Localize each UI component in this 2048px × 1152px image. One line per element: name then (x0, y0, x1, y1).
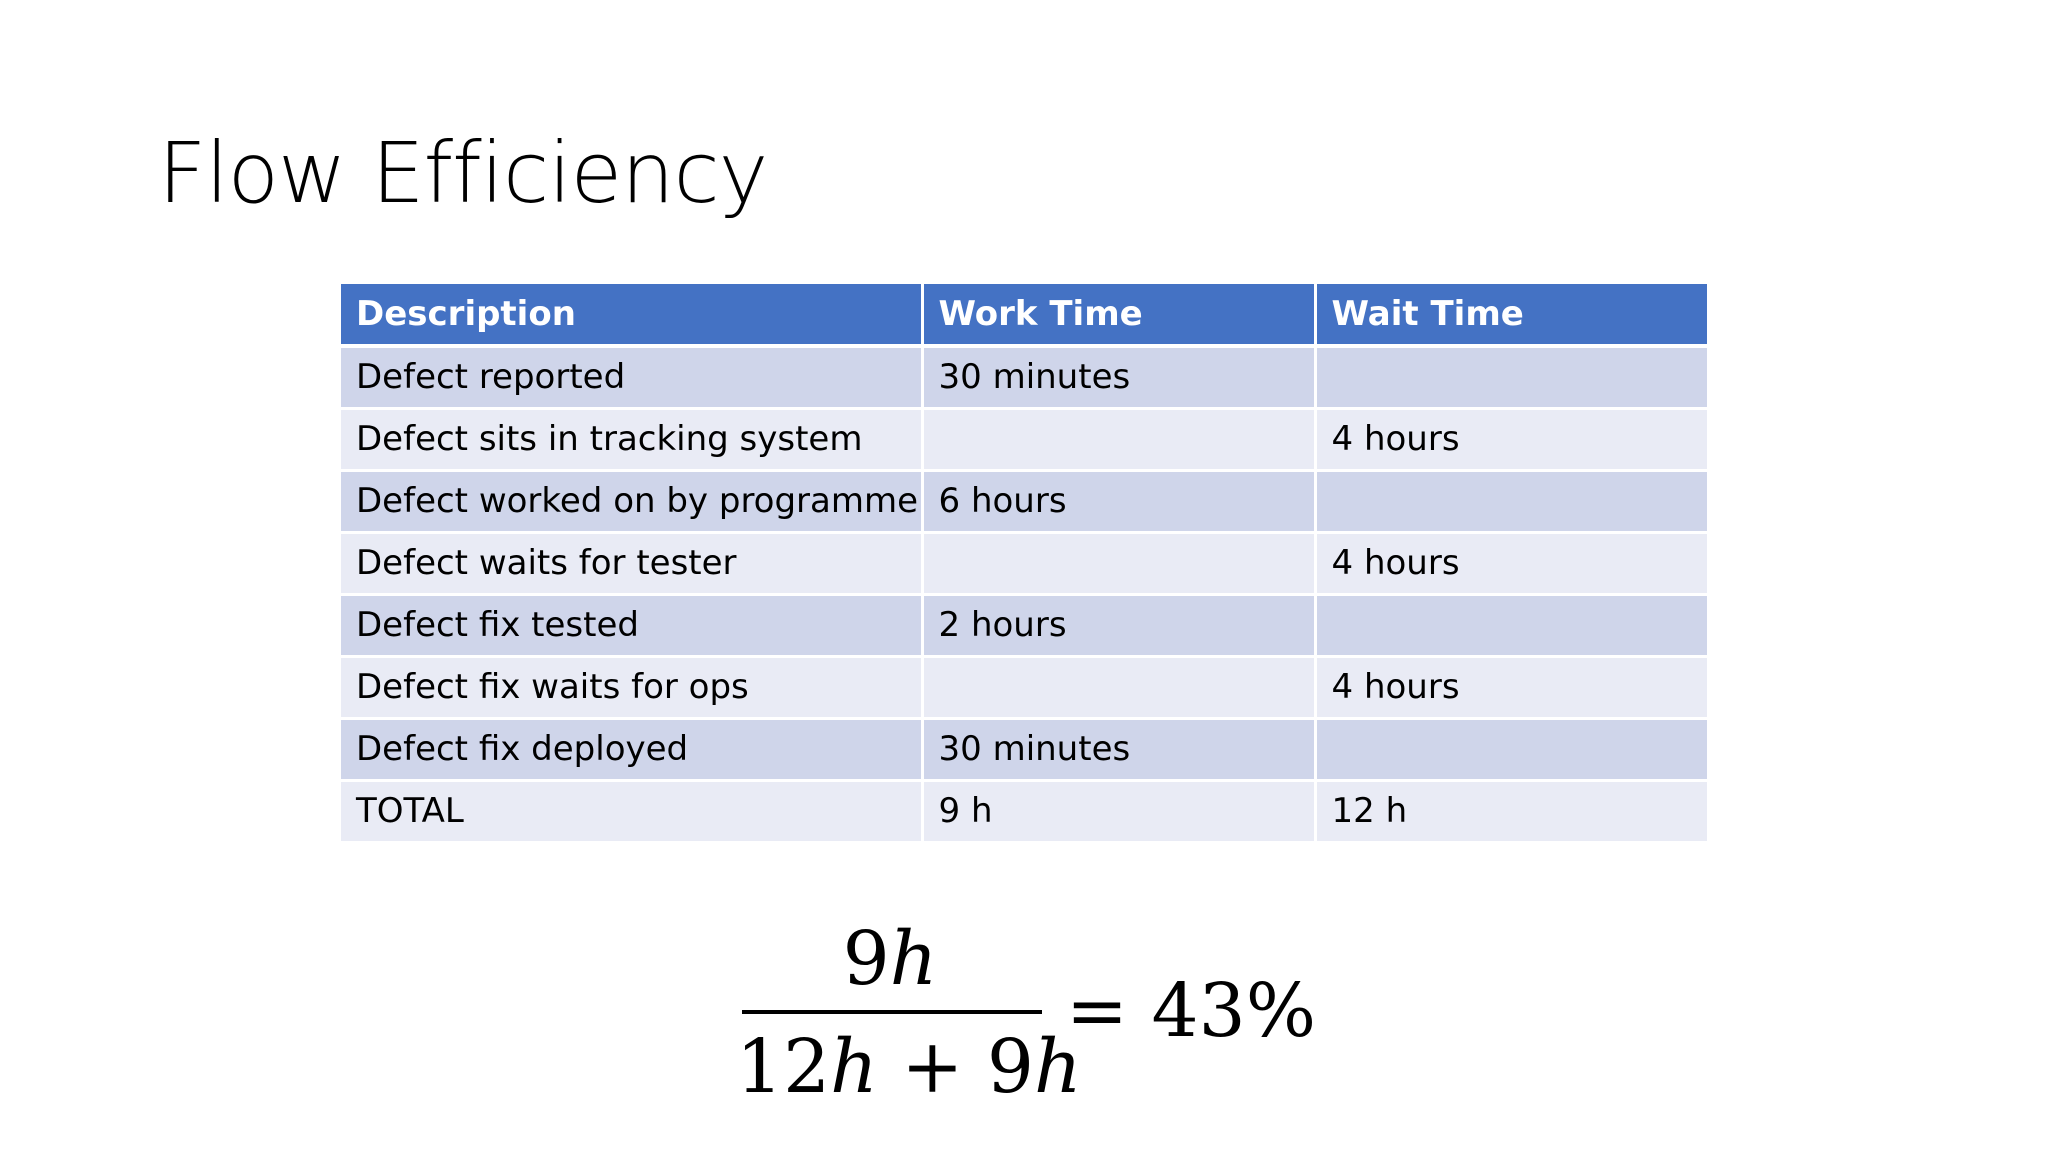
flow-efficiency-table: Description Work Time Wait Time Defect r… (341, 284, 1707, 844)
cell-wait-time: 4 hours (1315, 532, 1707, 596)
denominator-number-2: 9 (986, 1024, 1034, 1110)
denominator-number-1: 12 (736, 1024, 831, 1110)
cell-work-time: 6 hours (922, 470, 1317, 534)
result-value: 43% (1151, 968, 1317, 1054)
numerator-number: 9 (842, 916, 890, 1002)
cell-wait-time: 4 hours (1315, 408, 1707, 472)
header-work-time: Work Time (922, 284, 1317, 348)
equals-sign: = (1066, 968, 1152, 1054)
cell-work-time: 9 h (922, 780, 1317, 844)
cell-description: TOTAL (341, 780, 924, 844)
cell-description: Defect sits in tracking system (341, 408, 924, 472)
slide-title: Flow Efficiency (158, 124, 768, 222)
cell-description: Defect waits for tester (341, 532, 924, 596)
fraction-bar (742, 1010, 1042, 1014)
cell-wait-time (1315, 346, 1707, 410)
table-row-total: TOTAL 9 h 12 h (341, 780, 1707, 844)
fraction-numerator: 9h (736, 914, 1044, 1004)
cell-work-time: 2 hours (922, 594, 1317, 658)
table-row: Defect fix tested 2 hours (341, 594, 1707, 658)
cell-work-time: 30 minutes (922, 346, 1317, 410)
cell-wait-time (1315, 470, 1707, 534)
numerator-variable: h (889, 916, 938, 1002)
table-row: Defect worked on by programmer 6 hours (341, 470, 1707, 534)
cell-description: Defect fix waits for ops (341, 656, 924, 720)
denominator-variable-2: h (1034, 1024, 1082, 1110)
table-row: Defect fix waits for ops 4 hours (341, 656, 1707, 720)
table-row: Defect reported 30 minutes (341, 346, 1707, 410)
fraction: 9h 12h + 9h (736, 900, 1082, 1120)
cell-wait-time (1315, 718, 1707, 782)
cell-work-time (922, 532, 1317, 596)
fraction-denominator: 12h + 9h (736, 1022, 1082, 1112)
table-row: Defect fix deployed 30 minutes (341, 718, 1707, 782)
flow-efficiency-formula: 9h 12h + 9h = 43% (730, 900, 1330, 1120)
cell-description: Defect worked on by programmer (341, 470, 924, 534)
denominator-variable-1: h (830, 1024, 878, 1110)
cell-work-time: 30 minutes (922, 718, 1317, 782)
header-wait-time: Wait Time (1315, 284, 1707, 348)
table-row: Defect waits for tester 4 hours (341, 532, 1707, 596)
data-table: Description Work Time Wait Time Defect r… (341, 284, 1707, 844)
cell-work-time (922, 408, 1317, 472)
formula-result: = 43% (1066, 966, 1316, 1056)
header-description: Description (341, 284, 924, 348)
denominator-operator: + (877, 1024, 987, 1110)
cell-wait-time: 12 h (1315, 780, 1707, 844)
cell-work-time (922, 656, 1317, 720)
table-header-row: Description Work Time Wait Time (341, 284, 1707, 348)
cell-wait-time: 4 hours (1315, 656, 1707, 720)
table-row: Defect sits in tracking system 4 hours (341, 408, 1707, 472)
cell-description: Defect fix tested (341, 594, 924, 658)
cell-description: Defect fix deployed (341, 718, 924, 782)
cell-description: Defect reported (341, 346, 924, 410)
cell-wait-time (1315, 594, 1707, 658)
